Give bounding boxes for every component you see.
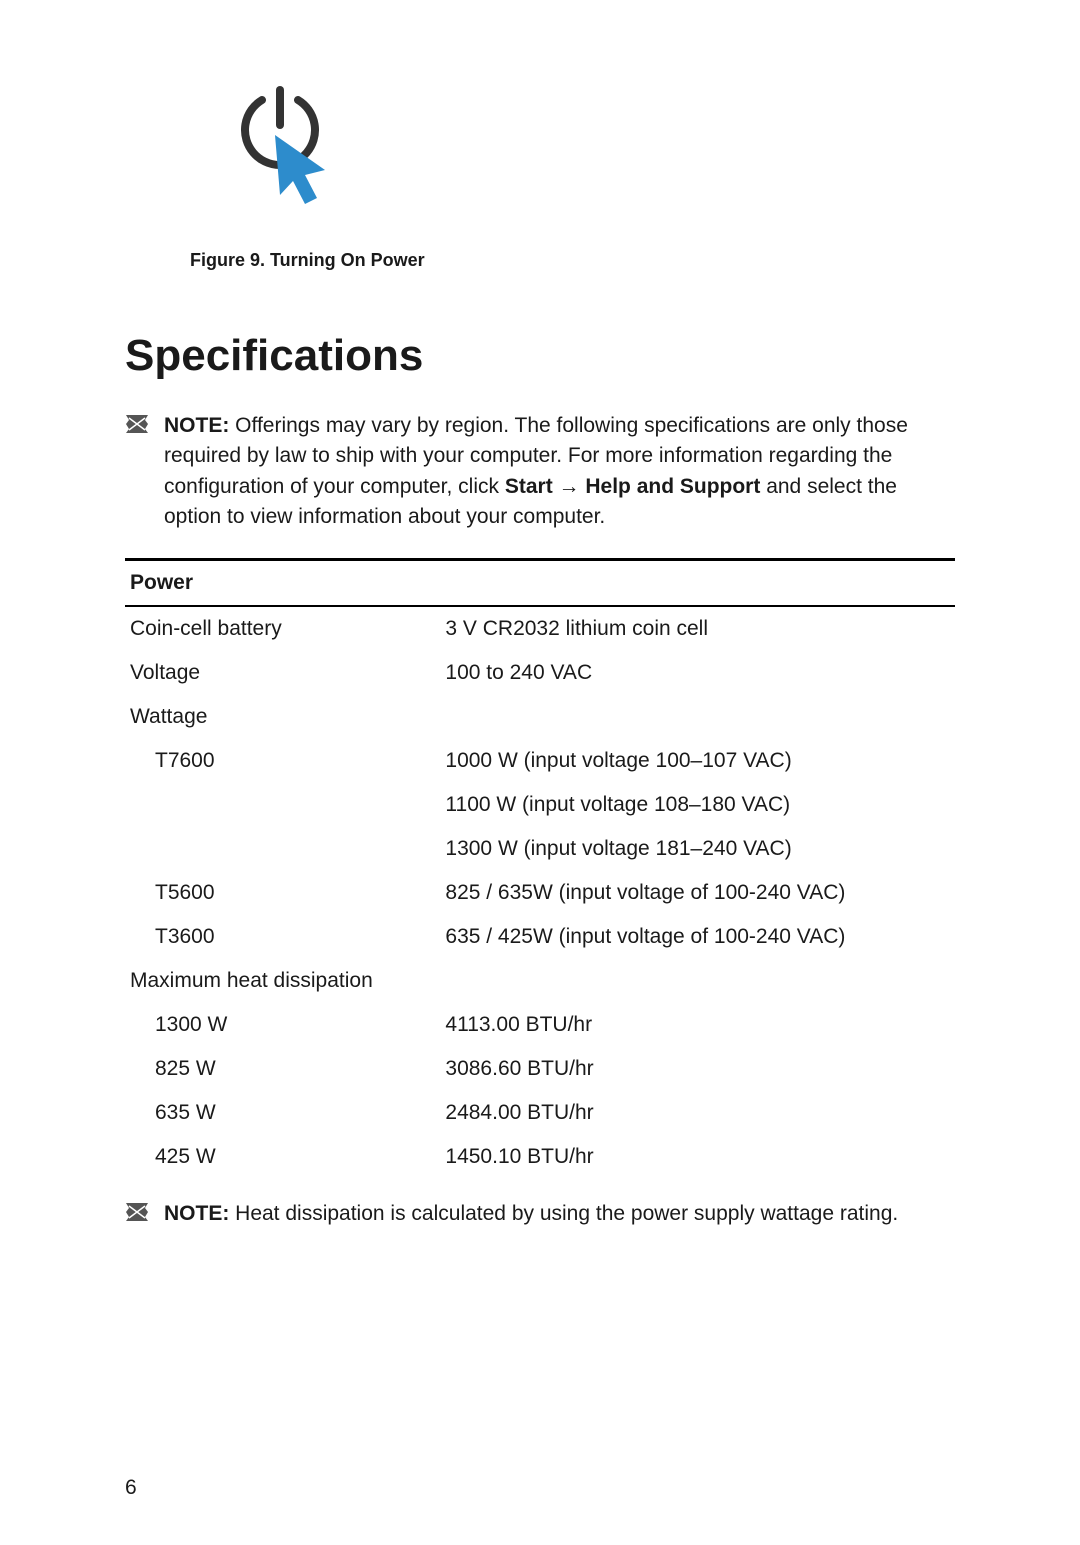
note1-bold2: Start → Help and Support bbox=[505, 475, 761, 498]
table-header: Power bbox=[125, 559, 955, 606]
note-block-2: NOTE: Heat dissipation is calculated by … bbox=[125, 1199, 955, 1229]
table-row: Coin-cell battery3 V CR2032 lithium coin… bbox=[125, 606, 955, 651]
spec-label: 1300 W bbox=[125, 1003, 440, 1047]
note-block-1: NOTE: Offerings may vary by region. The … bbox=[125, 411, 955, 533]
spec-label: Coin-cell battery bbox=[125, 606, 440, 651]
spec-label bbox=[125, 827, 440, 871]
spec-label: T5600 bbox=[125, 871, 440, 915]
spec-label: 825 W bbox=[125, 1047, 440, 1091]
spec-label bbox=[125, 783, 440, 827]
note-text-2: NOTE: Heat dissipation is calculated by … bbox=[164, 1199, 898, 1229]
spec-value bbox=[440, 695, 955, 739]
spec-label: Voltage bbox=[125, 651, 440, 695]
table-row: Voltage100 to 240 VAC bbox=[125, 651, 955, 695]
note-text-1: NOTE: Offerings may vary by region. The … bbox=[164, 411, 955, 533]
table-row: T76001000 W (input voltage 100–107 VAC) bbox=[125, 739, 955, 783]
note-icon bbox=[125, 414, 149, 434]
spec-value: 1100 W (input voltage 108–180 VAC) bbox=[440, 783, 955, 827]
spec-value: 1450.10 BTU/hr bbox=[440, 1135, 955, 1179]
spec-label: 635 W bbox=[125, 1091, 440, 1135]
table-row: Maximum heat dissipation bbox=[125, 959, 955, 1003]
spec-value: 4113.00 BTU/hr bbox=[440, 1003, 955, 1047]
power-icon-figure bbox=[220, 80, 955, 215]
spec-value: 1300 W (input voltage 181–240 VAC) bbox=[440, 827, 955, 871]
note2-bold: NOTE: bbox=[164, 1202, 229, 1225]
spec-label: T3600 bbox=[125, 915, 440, 959]
page-number: 6 bbox=[125, 1476, 137, 1500]
note-bold-1: NOTE: bbox=[164, 414, 229, 437]
spec-label: Wattage bbox=[125, 695, 440, 739]
table-row: 1300 W4113.00 BTU/hr bbox=[125, 1003, 955, 1047]
table-row: 1100 W (input voltage 108–180 VAC) bbox=[125, 783, 955, 827]
spec-value: 1000 W (input voltage 100–107 VAC) bbox=[440, 739, 955, 783]
table-row: T5600825 / 635W (input voltage of 100-24… bbox=[125, 871, 955, 915]
table-row: 825 W3086.60 BTU/hr bbox=[125, 1047, 955, 1091]
spec-label: Maximum heat dissipation bbox=[125, 959, 440, 1003]
spec-value: 825 / 635W (input voltage of 100-240 VAC… bbox=[440, 871, 955, 915]
spec-value: 2484.00 BTU/hr bbox=[440, 1091, 955, 1135]
note2-text: Heat dissipation is calculated by using … bbox=[229, 1202, 898, 1225]
spec-value: 3 V CR2032 lithium coin cell bbox=[440, 606, 955, 651]
spec-label: 425 W bbox=[125, 1135, 440, 1179]
note-icon bbox=[125, 1202, 149, 1222]
table-row: 1300 W (input voltage 181–240 VAC) bbox=[125, 827, 955, 871]
spec-value: 100 to 240 VAC bbox=[440, 651, 955, 695]
table-row: 425 W1450.10 BTU/hr bbox=[125, 1135, 955, 1179]
spec-label: T7600 bbox=[125, 739, 440, 783]
figure-caption: Figure 9. Turning On Power bbox=[190, 250, 955, 271]
table-row: 635 W2484.00 BTU/hr bbox=[125, 1091, 955, 1135]
power-cursor-icon bbox=[220, 80, 350, 210]
spec-value bbox=[440, 959, 955, 1003]
spec-value: 3086.60 BTU/hr bbox=[440, 1047, 955, 1091]
spec-value: 635 / 425W (input voltage of 100-240 VAC… bbox=[440, 915, 955, 959]
table-row: Wattage bbox=[125, 695, 955, 739]
section-heading: Specifications bbox=[125, 331, 955, 381]
table-row: T3600635 / 425W (input voltage of 100-24… bbox=[125, 915, 955, 959]
specifications-table: PowerCoin-cell battery3 V CR2032 lithium… bbox=[125, 558, 955, 1179]
